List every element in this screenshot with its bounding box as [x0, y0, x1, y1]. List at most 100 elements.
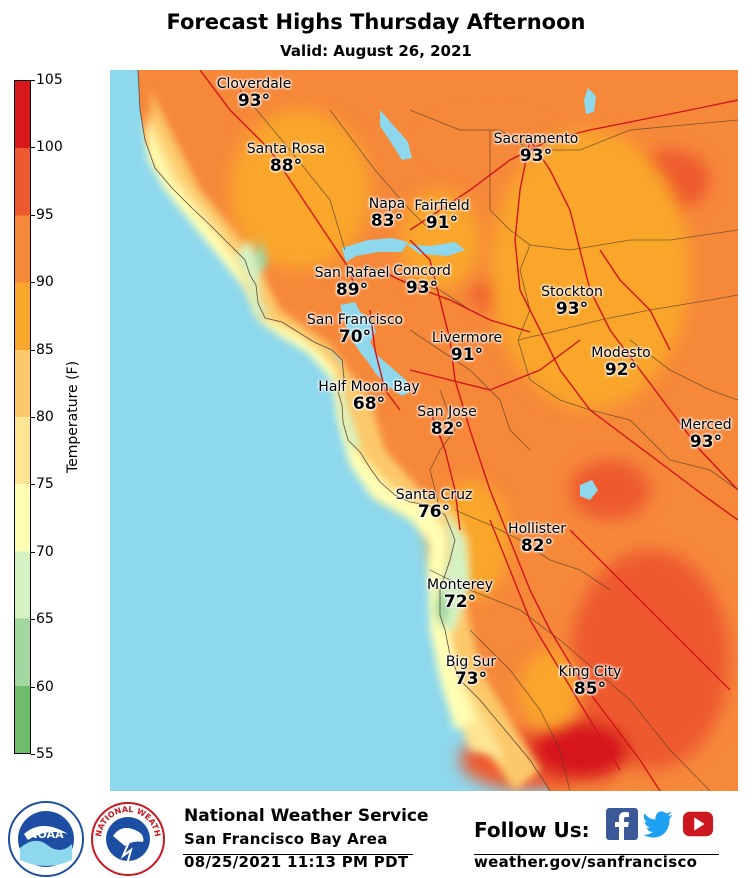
- noaa-logo-icon: NOAA: [8, 801, 84, 877]
- city-temperature: 91°: [450, 345, 484, 365]
- colorbar-tick-label: 105: [36, 72, 63, 88]
- city-name: Hollister: [508, 521, 566, 537]
- city-label: Napa 83°: [369, 196, 406, 231]
- city-name: Santa Cruz: [395, 487, 473, 503]
- city-name: King City: [558, 664, 622, 680]
- map-canvas: [110, 70, 738, 791]
- city-name: Modesto: [591, 345, 651, 361]
- colorbar-tick-label: 75: [36, 476, 54, 493]
- colorbar-tick-mark: [31, 214, 35, 216]
- city-temperature: 70°: [338, 327, 372, 347]
- colorbar-tick-mark: [31, 349, 35, 351]
- colorbar-tick-label: 80: [36, 409, 54, 425]
- issued-time: 08/25/2021 11:13 PM PDT: [184, 853, 409, 871]
- city-temperature: 72°: [443, 592, 477, 612]
- san-pablo-bay: [342, 238, 408, 262]
- colorbar-tick-mark: [31, 551, 35, 553]
- city-temperature: 82°: [520, 536, 554, 556]
- city-name: San Jose: [417, 404, 477, 420]
- map-title: Forecast Highs Thursday Afternoon: [166, 10, 586, 34]
- city-name: Fairfield: [414, 198, 470, 214]
- san-luis-reservoir: [580, 480, 598, 500]
- city-label: Modesto 92°: [591, 345, 651, 380]
- temperature-colorbar: [14, 80, 31, 754]
- city-temperature: 93°: [689, 432, 723, 452]
- colorbar-tick-mark: [31, 282, 35, 284]
- city-name: Santa Rosa: [246, 141, 326, 157]
- city-name: Merced: [680, 417, 732, 433]
- colorbar-tick-mark: [31, 147, 35, 149]
- city-label: Sacramento 93°: [494, 131, 579, 166]
- colorbar-tick-label: 60: [36, 678, 54, 695]
- city-label: Hollister 82°: [508, 521, 566, 556]
- footer-divider-right: [474, 854, 719, 855]
- colorbar-tick-mark: [31, 686, 35, 688]
- follow-us-label: Follow Us:: [474, 818, 590, 842]
- colorbar-tick-mark: [31, 484, 35, 486]
- colorbar-tick-mark: [31, 417, 35, 418]
- city-label: Livermore 91°: [432, 330, 502, 365]
- city-name: Concord: [393, 263, 451, 279]
- website-link[interactable]: weather.gov/sanfrancisco: [474, 853, 698, 871]
- city-temperature: 68°: [352, 394, 386, 414]
- city-temperature: 73°: [454, 669, 488, 689]
- city-name: Livermore: [431, 330, 503, 346]
- city-label: Cloverdale 93°: [217, 76, 292, 111]
- city-temperature: 88°: [269, 156, 303, 176]
- city-name: Napa: [368, 196, 406, 212]
- coastline: [137, 70, 551, 791]
- colorbar-tick-label: 55: [36, 746, 54, 762]
- colorbar-tick-label: 95: [36, 206, 54, 223]
- city-label: King City 85°: [559, 664, 622, 699]
- city-name: Big Sur: [445, 654, 497, 670]
- city-temperature: 91°: [425, 213, 459, 233]
- city-temperature: 93°: [237, 91, 271, 111]
- city-label: Santa Cruz 76°: [396, 487, 473, 522]
- city-label: Fairfield 91°: [414, 198, 469, 233]
- footer-divider: [183, 854, 413, 855]
- office-name: San Francisco Bay Area: [184, 830, 388, 848]
- city-label: Monterey 72°: [427, 577, 493, 612]
- forecast-map: Cloverdale 93° Santa Rosa 88° Napa 83° Fairfie…: [110, 70, 738, 791]
- city-label: Merced 93°: [680, 417, 731, 452]
- city-label: Half Moon Bay 68°: [318, 379, 419, 414]
- city-label: San Francisco 70°: [307, 312, 403, 347]
- folsom-lake: [584, 88, 596, 114]
- city-temperature: 85°: [573, 679, 607, 699]
- youtube-icon[interactable]: [682, 808, 714, 840]
- city-label: Santa Rosa 88°: [247, 141, 325, 176]
- city-label: San Jose 82°: [417, 404, 476, 439]
- city-temperature: 76°: [417, 502, 451, 522]
- city-name: Half Moon Bay: [318, 379, 420, 395]
- nws-logo-icon: NATIONAL WEATHER SERVICE: [89, 800, 165, 876]
- city-name: Stockton: [541, 284, 603, 300]
- colorbar-tick-mark: [31, 619, 35, 621]
- facebook-icon[interactable]: [606, 808, 638, 840]
- city-name: Sacramento: [493, 131, 579, 147]
- city-temperature: 93°: [555, 299, 589, 319]
- highways: [199, 70, 738, 791]
- city-temperature: 93°: [519, 146, 553, 166]
- delta-water: [406, 242, 465, 256]
- colorbar-tick-mark: [31, 754, 35, 755]
- colorbar-tick-label: 85: [36, 341, 54, 358]
- city-name: Cloverdale: [216, 76, 292, 92]
- san-francisco-bay: [340, 302, 410, 396]
- colorbar-tick-label: 90: [36, 274, 54, 291]
- city-temperature: 92°: [604, 360, 638, 380]
- twitter-icon[interactable]: [642, 808, 674, 840]
- city-name: San Francisco: [306, 312, 404, 328]
- colorbar-label: Temperature (F): [65, 360, 81, 474]
- city-label: San Rafael 89°: [315, 265, 390, 300]
- city-label: Big Sur 73°: [446, 654, 496, 689]
- city-label: Stockton 93°: [541, 284, 603, 319]
- city-temperature: 83°: [370, 211, 404, 231]
- colorbar-tick-mark: [31, 80, 35, 81]
- agency-name: National Weather Service: [184, 806, 429, 826]
- city-label: Concord 93°: [393, 263, 451, 298]
- city-temperature: 93°: [405, 278, 439, 298]
- city-name: San Rafael: [314, 265, 390, 281]
- colorbar-tick-label: 70: [36, 543, 54, 560]
- city-temperature: 89°: [335, 280, 369, 300]
- svg-text:NOAA: NOAA: [28, 828, 64, 841]
